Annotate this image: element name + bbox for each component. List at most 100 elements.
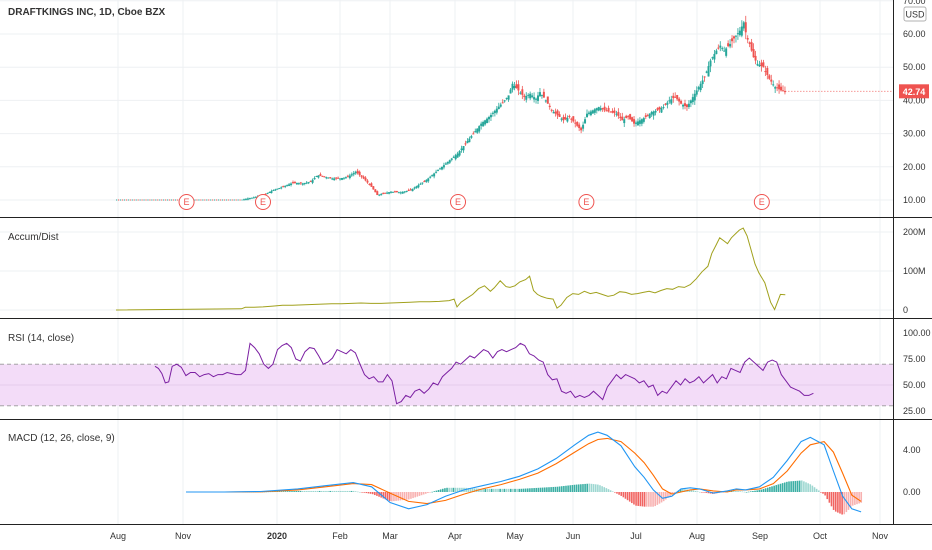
macd-histogram-bar	[641, 492, 644, 507]
candle-body	[631, 117, 634, 122]
macd-histogram-bar	[603, 487, 606, 492]
macd-histogram-bar	[567, 485, 569, 492]
candle-body	[603, 106, 606, 111]
candle-body	[458, 151, 461, 156]
macd-histogram-bar	[643, 492, 646, 507]
candle-body	[680, 100, 683, 104]
candle-body	[719, 45, 722, 48]
candle-body	[329, 177, 332, 179]
macd-histogram-bar	[337, 490, 340, 492]
time-tick-label: Apr	[448, 531, 462, 541]
candle-body	[325, 177, 328, 179]
earnings-marker[interactable]: E	[753, 194, 770, 210]
macd-histogram-bar	[614, 492, 616, 493]
candle-body	[713, 53, 716, 60]
candle-body	[341, 178, 343, 180]
macd-histogram-bar	[325, 490, 327, 492]
earnings-marker-circle	[450, 194, 467, 210]
candle-body	[519, 92, 522, 94]
macd-histogram-bar	[597, 484, 599, 492]
macd-histogram-bar	[357, 491, 359, 493]
macd-histogram-bar	[650, 492, 652, 507]
candle-body	[366, 180, 369, 183]
earnings-marker[interactable]: E	[578, 194, 595, 210]
macd-histogram-bar	[354, 491, 357, 492]
price-flat-dot	[176, 199, 178, 201]
macd-histogram-bar	[618, 492, 620, 495]
macd-histogram-bar	[282, 491, 285, 492]
candle-body	[564, 117, 567, 120]
candle-body	[687, 103, 690, 108]
macd-histogram-bar	[828, 492, 831, 503]
macd-histogram-bar	[344, 490, 346, 492]
candle-body	[497, 106, 500, 110]
candle-body	[480, 123, 483, 126]
candle-body	[648, 113, 651, 119]
candle-body	[676, 95, 679, 100]
ad-tick-label: 0	[903, 305, 908, 315]
price-tick-label: 70.00	[903, 0, 926, 6]
candle-body	[701, 80, 704, 85]
candle-body	[623, 119, 626, 124]
price-flat-dot	[172, 199, 175, 201]
macd-tick-label: 4.00	[903, 445, 921, 455]
macd-histogram-bar	[378, 492, 380, 497]
time-tick-label: Jun	[566, 531, 581, 541]
macd-histogram-bar	[274, 491, 276, 493]
candle-body	[656, 108, 659, 111]
macd-histogram-bar	[441, 488, 444, 492]
price-flat-dot	[212, 199, 214, 201]
currency-badge[interactable]: USD	[903, 6, 927, 22]
candle-body	[699, 83, 702, 91]
macd-histogram-bar	[550, 487, 552, 492]
macd-histogram-bar	[340, 490, 342, 492]
candle-body	[290, 183, 293, 186]
candle-body	[405, 190, 408, 192]
macd-histogram-bar	[352, 490, 355, 492]
macd-histogram-bar	[286, 491, 289, 492]
candle-body	[374, 189, 377, 193]
macd-histogram-bar	[839, 492, 841, 514]
price-axes: 70.00 60.00 50.00 40.00 30.00 20.00 10.00 200M 1…	[903, 0, 931, 497]
time-tick-label: Nov	[872, 531, 889, 541]
candle-body	[386, 192, 389, 194]
candle-body	[774, 87, 777, 89]
candle-body	[527, 94, 530, 96]
candle-body	[390, 191, 392, 193]
earnings-marker[interactable]: E	[255, 194, 271, 210]
candle-body	[723, 50, 726, 52]
candle-body	[454, 155, 457, 160]
price-flat-dot	[141, 199, 143, 201]
candle-body	[411, 188, 414, 192]
price-flat-dot	[133, 199, 135, 201]
candle-body	[627, 116, 630, 118]
macd-histogram-bar	[851, 492, 854, 506]
candle-body	[305, 182, 308, 184]
macd-histogram-bar	[348, 490, 351, 492]
macd-histogram-bar	[633, 492, 635, 505]
macd-histogram-bar	[737, 491, 739, 492]
candle-body	[286, 185, 289, 187]
macd-histogram-bar	[743, 491, 746, 493]
macd-histogram-bar	[535, 487, 538, 492]
macd-histogram-bar	[775, 485, 778, 492]
price-tick-label: 20.00	[903, 162, 926, 172]
candle-body	[642, 118, 645, 122]
candle-body	[509, 89, 512, 94]
macd-histogram-bar	[817, 490, 820, 492]
earnings-marker[interactable]: E	[450, 194, 467, 210]
macd-histogram-bar	[391, 492, 393, 502]
candle-body	[280, 187, 283, 189]
candle-body	[282, 186, 285, 188]
macd-histogram-bar	[652, 492, 654, 507]
macd-histogram-bar	[541, 487, 544, 492]
earnings-marker[interactable]: E	[178, 194, 195, 210]
candle-body	[435, 171, 438, 173]
macd-title: MACD (12, 26, close, 9)	[8, 433, 115, 444]
earnings-marker-circle	[753, 194, 770, 210]
rsi-tick-label: 100.00	[903, 328, 931, 338]
candle-body	[505, 97, 508, 99]
candle-body	[331, 178, 334, 180]
